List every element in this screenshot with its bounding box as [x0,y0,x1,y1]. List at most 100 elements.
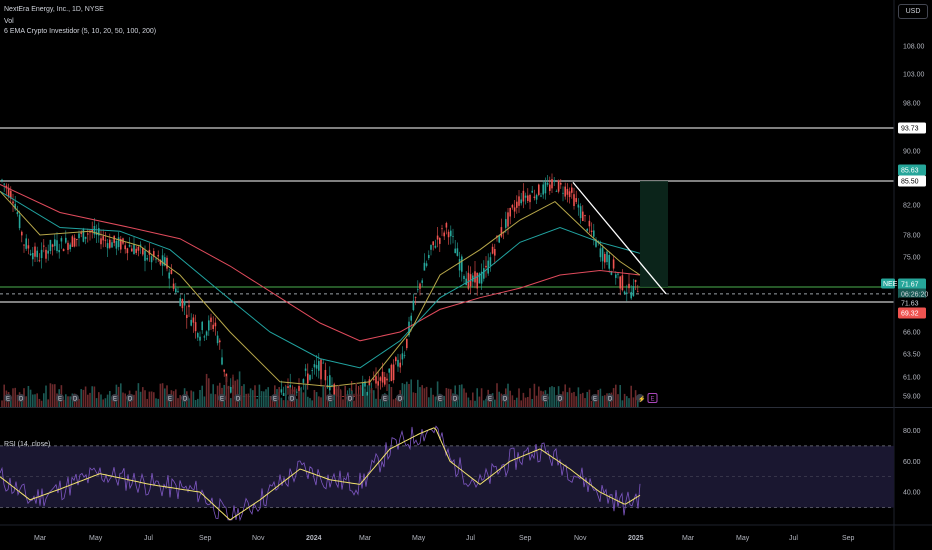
volume-bar [403,384,406,407]
candle-body [478,273,481,284]
volume-bar [359,384,362,407]
volume-bar [419,387,421,407]
price-tick-label: 61.00 [903,375,921,382]
volume-bar [14,387,16,407]
earnings-marker[interactable]: E [436,394,444,403]
candle-body [384,376,386,385]
volume-bar [355,383,357,407]
volume-indicator-label[interactable]: Vol [4,18,14,25]
dividend-marker[interactable]: D [501,394,509,403]
earnings-marker[interactable]: E [111,394,119,403]
candle-body [485,265,487,268]
dividend-marker[interactable]: D [234,394,242,403]
candle-body [575,198,577,202]
volume-bar [285,386,287,407]
earnings-marker[interactable]: E [591,394,599,403]
dividend-marker[interactable]: D [71,394,79,403]
candle-body [54,239,56,247]
earnings-marker[interactable]: E [4,394,12,403]
dividend-marker[interactable]: D [556,394,564,403]
candle-body [170,269,173,274]
dividend-marker-bg [556,394,564,402]
volume-bar [513,399,516,407]
volume-bar [27,385,30,407]
dividend-marker[interactable]: D [181,394,189,403]
candle-body [584,215,586,217]
dividend-marker[interactable]: D [288,394,296,403]
rsi-indicator-label[interactable]: RSI (14, close) [4,441,51,448]
dividend-marker[interactable]: D [17,394,25,403]
tag-last-price: 71.67 [901,282,919,289]
candle-body [142,248,144,255]
ema-indicator-label[interactable]: 6 EMA Crypto Investidor (5, 10, 20, 50, … [4,28,157,35]
dividend-marker[interactable]: D [396,394,404,403]
price-tick-label: 103.00 [903,72,925,79]
earnings-marker[interactable]: E [166,394,174,403]
volume-bar [320,397,322,407]
currency-button[interactable]: USD [898,4,928,19]
dividend-marker-bg [346,394,354,402]
volume-bar [254,385,256,407]
volume-bar [201,385,203,407]
volume-bar [410,379,412,407]
earnings-marker-text: E [113,397,117,403]
volume-bar [375,398,377,407]
earnings-marker-bg [166,394,174,402]
volume-bar [626,396,628,407]
tag-countdown: 06:26:20 [901,292,928,299]
earnings-marker[interactable]: E [56,394,64,403]
candle-body [476,272,478,289]
candle-body [399,362,401,368]
volume-bar [287,400,289,407]
earnings-marker[interactable]: E [541,394,549,403]
earnings-marker[interactable]: E [381,394,389,403]
descending-trendline [572,181,667,295]
candle-body [527,195,529,201]
volume-bar [155,398,157,407]
candle-body [212,324,214,329]
earnings-marker[interactable]: E [326,394,334,403]
candle-body [524,195,527,198]
volume-bar [245,393,247,407]
volume-bar [337,385,340,407]
candle-body [443,232,445,237]
price-tick-label: 98.00 [903,101,921,108]
volume-bar [62,399,65,407]
dividend-marker[interactable]: D [451,394,459,403]
volume-bar [91,386,93,407]
candle-body [630,291,632,299]
earnings-marker[interactable]: E [218,394,226,403]
candle-body [133,244,135,255]
candle-body [45,249,47,259]
dividend-marker[interactable]: D [126,394,134,403]
candle-body [201,321,203,331]
tag-last-price-bg [898,278,926,290]
dividend-marker[interactable]: D [606,394,614,403]
volume-bar [483,400,485,407]
symbol-title[interactable]: NextEra Energy, Inc., 1D, NYSE [4,6,104,13]
earnings-marker[interactable]: E [486,394,494,403]
earnings-marker-text: E [593,397,597,403]
candle-body [555,190,558,192]
dividend-marker-text: D [503,397,508,403]
price-tick-label: 75.00 [903,255,921,262]
volume-bar [243,384,245,407]
candle-body [302,379,305,383]
candle-body [329,375,331,391]
earnings-marker-bg [271,394,279,402]
earnings-marker[interactable]: E [271,394,279,403]
candle-body [333,384,335,396]
candle-body [410,315,412,321]
candle-body [401,353,404,360]
volume-bar [214,394,217,407]
volume-bar [586,391,588,407]
volume-bar [430,387,432,407]
volume-bar [485,398,487,407]
dividend-marker-bg [451,394,459,402]
candle-body [632,286,635,297]
volume-bar [617,394,619,407]
volume-bar [238,371,241,407]
dividend-marker[interactable]: D [346,394,354,403]
volume-bar [392,399,395,407]
